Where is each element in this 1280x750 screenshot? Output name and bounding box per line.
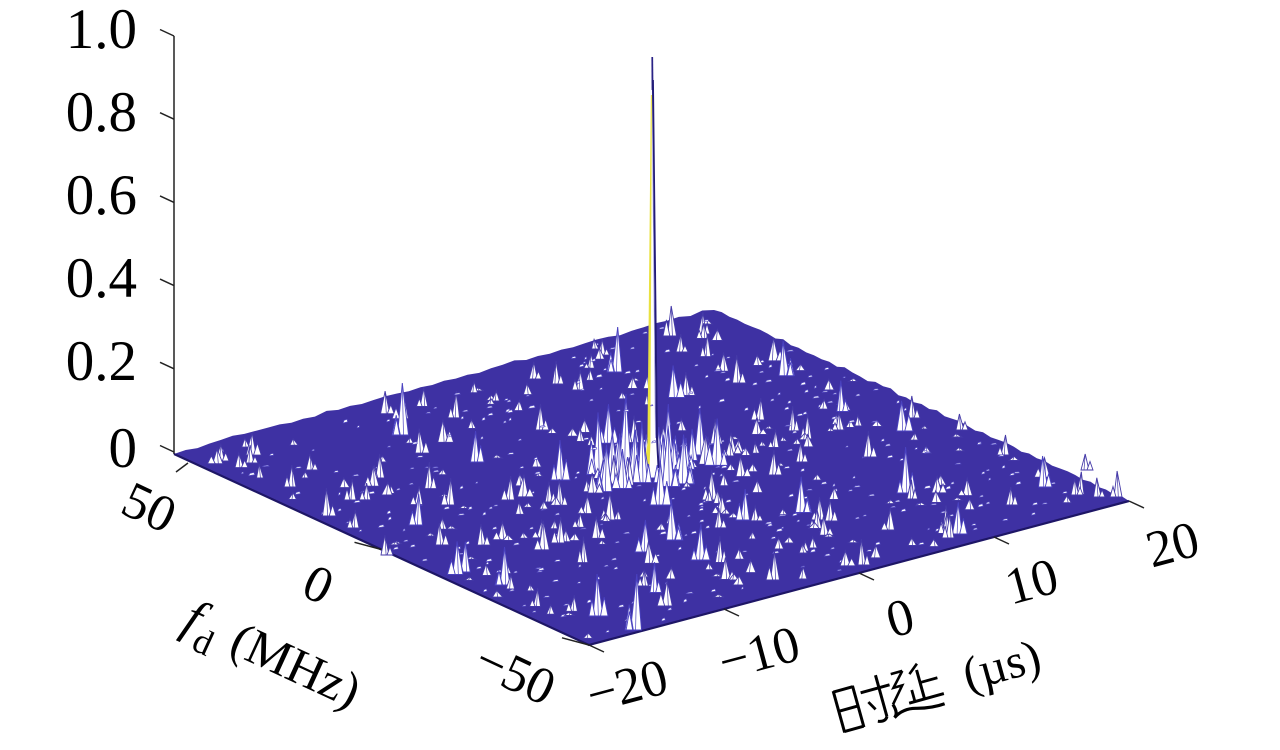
- svg-text:0: 0: [109, 417, 138, 480]
- svg-text:0.6: 0.6: [66, 164, 137, 227]
- svg-text:1.0: 1.0: [66, 0, 137, 61]
- svg-text:0.8: 0.8: [66, 81, 137, 144]
- svg-text:0.2: 0.2: [66, 330, 137, 393]
- svg-text:0.4: 0.4: [66, 247, 137, 310]
